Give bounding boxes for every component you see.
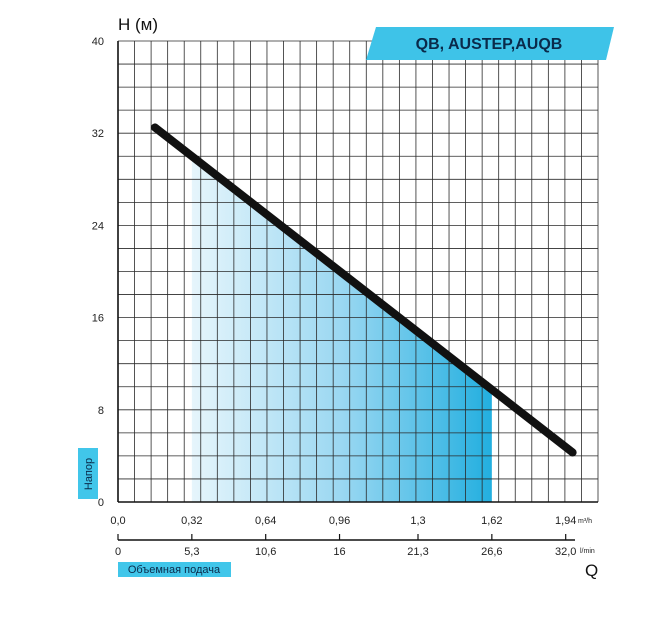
y-tag-text: Напор — [83, 458, 95, 490]
x-lmin-tick-label: 10,6 — [255, 546, 276, 558]
x-tick-label: 0,32 — [181, 515, 202, 527]
x-tag-text: Объемная подача — [128, 564, 221, 576]
x-unit-m3h: m³/h — [578, 518, 592, 525]
x-lmin-tick-label: 21,3 — [407, 546, 428, 558]
badge-text: QB, AUSTEP,AUQB — [416, 36, 563, 53]
x-lmin-tick-label: 0 — [115, 546, 121, 558]
axes — [117, 41, 598, 503]
x-tick-label: 0,0 — [110, 515, 125, 527]
badge-background — [366, 27, 614, 60]
x-tick-labels-m3h: 0,0 0,32 0,64 0,96 1,3 1,62 1,94 — [110, 515, 576, 527]
x-tick-label: 1,94 — [555, 515, 576, 527]
x-tick-label: 1,62 — [481, 515, 502, 527]
x-tick-label: 0,64 — [255, 515, 276, 527]
y-tick-label: 0 — [98, 497, 104, 509]
y-tick-label: 32 — [92, 128, 104, 140]
y-axis-title: H (м) — [118, 15, 158, 34]
y-tick-label: 24 — [92, 220, 104, 232]
x-lmin-tick-label: 32,0 — [555, 546, 576, 558]
operating-range-fill — [191, 156, 492, 502]
model-badge: QB, AUSTEP,AUQB — [366, 27, 614, 60]
x-axis-title: Q — [585, 561, 598, 580]
y-tick-label: 16 — [92, 313, 104, 325]
x-axis-lmin-ticks: 0 5,3 10,6 16 21,3 26,6 32,0 — [115, 534, 576, 558]
x-lmin-tick-label: 26,6 — [481, 546, 502, 558]
x-unit-lmin: l/min — [580, 548, 595, 555]
series-line — [150, 123, 577, 457]
y-tick-labels: 0 8 16 24 32 40 — [92, 36, 104, 509]
x-lmin-tick-label: 16 — [333, 546, 345, 558]
y-tag-background — [78, 448, 98, 499]
y-tick-label: 8 — [98, 405, 104, 417]
x-tag: Объемная подача — [118, 562, 231, 577]
x-tag-background — [118, 562, 231, 577]
x-tick-label: 1,3 — [410, 515, 425, 527]
x-lmin-tick-label: 5,3 — [184, 546, 199, 558]
y-tag: Напор — [78, 448, 98, 499]
x-tick-label: 0,96 — [329, 515, 350, 527]
grid-minor — [118, 40, 599, 502]
y-tick-label: 40 — [92, 36, 104, 48]
